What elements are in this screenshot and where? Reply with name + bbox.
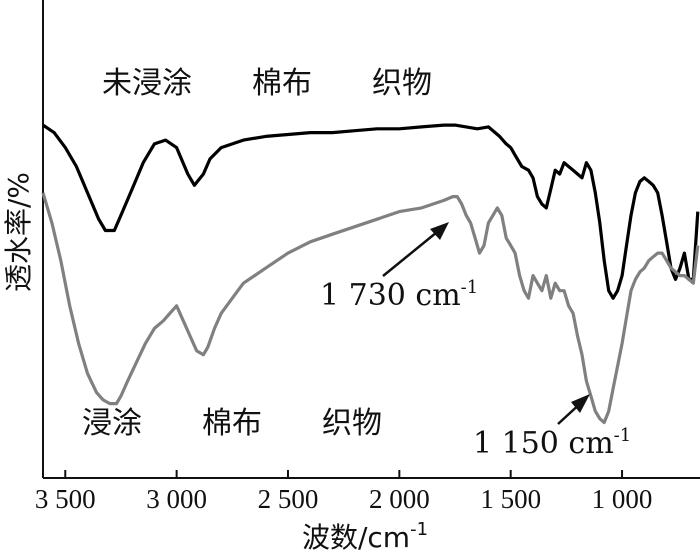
series-line-uncoated [42, 123, 700, 300]
series-label-uncoated: 未浸涂 棉布 织物 [102, 66, 432, 101]
series-label-coated: 浸涂 棉布 织物 [82, 406, 382, 441]
annotation-1730-label: 1 730 cm-1 [320, 277, 478, 313]
x-tick-label: 1 500 [480, 484, 541, 514]
annotation-1150-arrowhead [571, 394, 590, 413]
x-tick-label: 2 000 [369, 484, 430, 514]
annotation-1730-arrow [382, 227, 443, 277]
x-tick-label: 3 000 [146, 484, 207, 514]
y-axis-label: 透水率/% [2, 172, 35, 292]
x-tick-label: 3 500 [35, 484, 96, 514]
annotation-1730-arrowhead [430, 222, 449, 240]
series-lines [41, 123, 700, 425]
x-axis-ticks: 3 500 3 000 2 500 2 000 1 500 1 000 [35, 470, 653, 514]
x-tick-label: 1 000 [592, 484, 653, 514]
x-axis-label: 波数/cm-1 [302, 519, 428, 554]
annotation-1730: 1 730 cm-1 [320, 222, 478, 313]
annotation-1150-label: 1 150 cm-1 [473, 425, 631, 461]
series-line-coated [41, 192, 700, 425]
x-tick-label: 2 500 [258, 484, 319, 514]
annotation-1150: 1 150 cm-1 [473, 394, 631, 461]
